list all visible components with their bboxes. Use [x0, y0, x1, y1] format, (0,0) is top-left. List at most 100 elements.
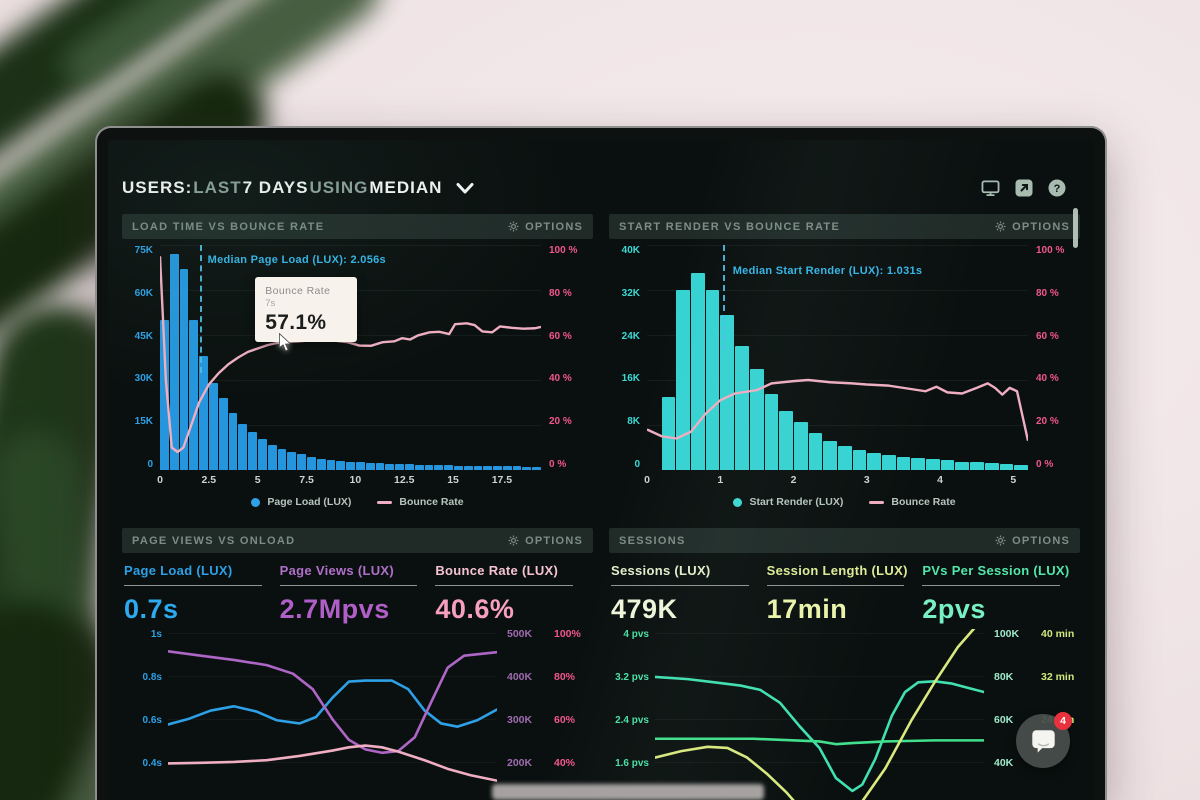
- histogram-bar: [483, 465, 493, 470]
- histogram-bar: [522, 466, 532, 470]
- metric: Bounce Rate (LUX) 40.6%: [435, 563, 591, 625]
- line-series-bounce-rate: [160, 256, 541, 452]
- metric: Page Views (LUX) 2.7Mpvs: [279, 563, 436, 625]
- histogram-bar: [336, 460, 346, 470]
- chart-plot-area[interactable]: Median Page Load (LUX): 2.056s Bounce Ra…: [160, 245, 541, 470]
- mouse-cursor-icon: [278, 332, 292, 357]
- line-series-teal: [655, 677, 984, 791]
- axis-tick: 12.5: [394, 474, 415, 486]
- histogram-bar: [911, 458, 926, 470]
- line-series-yellow: [655, 629, 974, 800]
- histogram-bar: [395, 464, 404, 470]
- histogram-bar: [940, 460, 955, 470]
- gear-icon: [508, 221, 519, 232]
- gear-icon: [508, 535, 519, 546]
- histogram-bar: [882, 454, 896, 470]
- histogram-bar: [375, 463, 385, 470]
- panel-header: START RENDER VS BOUNCE RATE OPTIONS: [609, 214, 1080, 239]
- chart-plot-area[interactable]: [168, 629, 497, 800]
- monitor-icon[interactable]: [981, 179, 1000, 197]
- axis-row: 100K 40 min: [994, 629, 1080, 672]
- tooltip-subtitle: 7s: [265, 297, 276, 309]
- metric-label: Page Load (LUX): [124, 563, 233, 578]
- y-axis-right: 100 % 80 % 60 % 40 % 20 % 0 %: [1028, 245, 1080, 470]
- legend-label: Bounce Rate: [399, 496, 464, 508]
- help-icon[interactable]: ?: [1048, 179, 1066, 197]
- axis-label: 40%: [554, 757, 576, 769]
- axis-label: 60K: [994, 714, 1014, 726]
- legend-item: Bounce Rate: [869, 496, 956, 508]
- dashboard-screen: USERS:LAST7 DAYSUSINGMEDIAN: [108, 140, 1094, 800]
- median-annotation: Median Start Render (LUX): 1.031s: [732, 265, 923, 278]
- histogram-bar: [277, 449, 287, 470]
- axis-label: 0.8s: [142, 672, 162, 683]
- axis-tick: 3: [863, 474, 870, 486]
- title-segment: LAST: [193, 178, 242, 197]
- histogram-bar: [823, 440, 837, 470]
- chart-plot-area[interactable]: Median Start Render (LUX): 1.031s: [647, 245, 1028, 470]
- axis-label: 4 pvs: [623, 629, 649, 640]
- users-median-dropdown[interactable]: USERS:LAST7 DAYSUSINGMEDIAN: [122, 178, 474, 198]
- axis-tick: 2.5: [201, 474, 217, 486]
- options-button[interactable]: OPTIONS: [508, 221, 583, 233]
- histogram-bar: [297, 454, 306, 470]
- y-axis-left: 40K 32K 24K 16K 8K 0: [609, 245, 647, 470]
- tooltip-title: Bounce Rate: [265, 284, 331, 297]
- metric-label: Bounce Rate (LUX): [435, 563, 559, 578]
- median-marker-line: [722, 245, 725, 351]
- histogram-bar: [385, 463, 395, 470]
- options-button[interactable]: OPTIONS: [508, 535, 583, 547]
- y-axis-right: 500K 100% 400K 80% 300K 60% 200K 40%: [497, 629, 593, 800]
- histogram-bar: [970, 462, 984, 470]
- chart-plot-area[interactable]: [655, 629, 984, 800]
- chevron-down-icon: [456, 182, 474, 195]
- axis-tick: 1: [717, 474, 724, 486]
- axis-tick: 15: [447, 474, 459, 486]
- axis-label: 0 %: [1036, 458, 1054, 470]
- scrollbar[interactable]: [1073, 208, 1078, 248]
- options-button[interactable]: OPTIONS: [995, 535, 1070, 547]
- histogram-bar: [1014, 464, 1028, 470]
- histogram-bar: [720, 315, 735, 470]
- axis-row: 200K 40%: [507, 758, 593, 800]
- legend: Page Load (LUX) Bounce Rate: [122, 493, 593, 511]
- panel-load-time-vs-bounce-rate: LOAD TIME VS BOUNCE RATE OPTIONS 75K 60K 4…: [122, 214, 593, 511]
- axis-label: 60 %: [1036, 330, 1059, 342]
- legend-item: Start Render (LUX): [733, 496, 843, 508]
- histogram-bar: [984, 463, 999, 470]
- axis-label: 24K: [621, 330, 640, 342]
- axis-label: 3.2 pvs: [615, 672, 649, 683]
- notification-badge: 4: [1054, 712, 1072, 730]
- axis-label: 20 %: [549, 416, 572, 428]
- histogram-bar: [434, 465, 444, 470]
- share-icon[interactable]: [1015, 179, 1033, 197]
- options-button[interactable]: OPTIONS: [995, 221, 1070, 233]
- legend-dash: [869, 500, 885, 504]
- legend: Start Render (LUX) Bounce Rate: [609, 493, 1080, 511]
- axis-row: 80K 32 min: [994, 672, 1080, 715]
- axis-label: 100%: [554, 628, 581, 640]
- metric-underline: [124, 585, 262, 586]
- panel-header: PAGE VIEWS VS ONLOAD OPTIONS: [122, 528, 593, 553]
- axis-label: 100 %: [1036, 245, 1065, 256]
- histogram-bar: [267, 444, 277, 470]
- axis-row: 400K 80%: [507, 672, 593, 715]
- histogram-bar: [365, 462, 375, 470]
- histogram-bar: [837, 446, 852, 470]
- axis-label: 40 %: [1036, 373, 1059, 385]
- line-series-bounce-rate: [647, 380, 1028, 441]
- chat-widget-button[interactable]: 4: [1016, 712, 1072, 768]
- axis-label: 1.6 pvs: [615, 758, 649, 769]
- axis-label: 100 %: [549, 245, 578, 256]
- axis-tick: 0: [157, 474, 163, 486]
- axis-label: 80 %: [549, 287, 572, 299]
- title-segment: 7 DAYS: [242, 178, 309, 197]
- axis-label: 500K: [507, 628, 533, 640]
- metric-underline: [611, 585, 749, 586]
- svg-text:?: ?: [1054, 183, 1061, 195]
- histogram-bar: [414, 464, 424, 470]
- hover-tooltip: Bounce Rate 7s 57.1%: [255, 276, 358, 342]
- panel-title: SESSIONS: [619, 534, 686, 547]
- metric: Sessions (LUX) 479K: [611, 563, 767, 625]
- y-axis-left: 75K 60K 45K 30K 15K 0: [122, 245, 160, 470]
